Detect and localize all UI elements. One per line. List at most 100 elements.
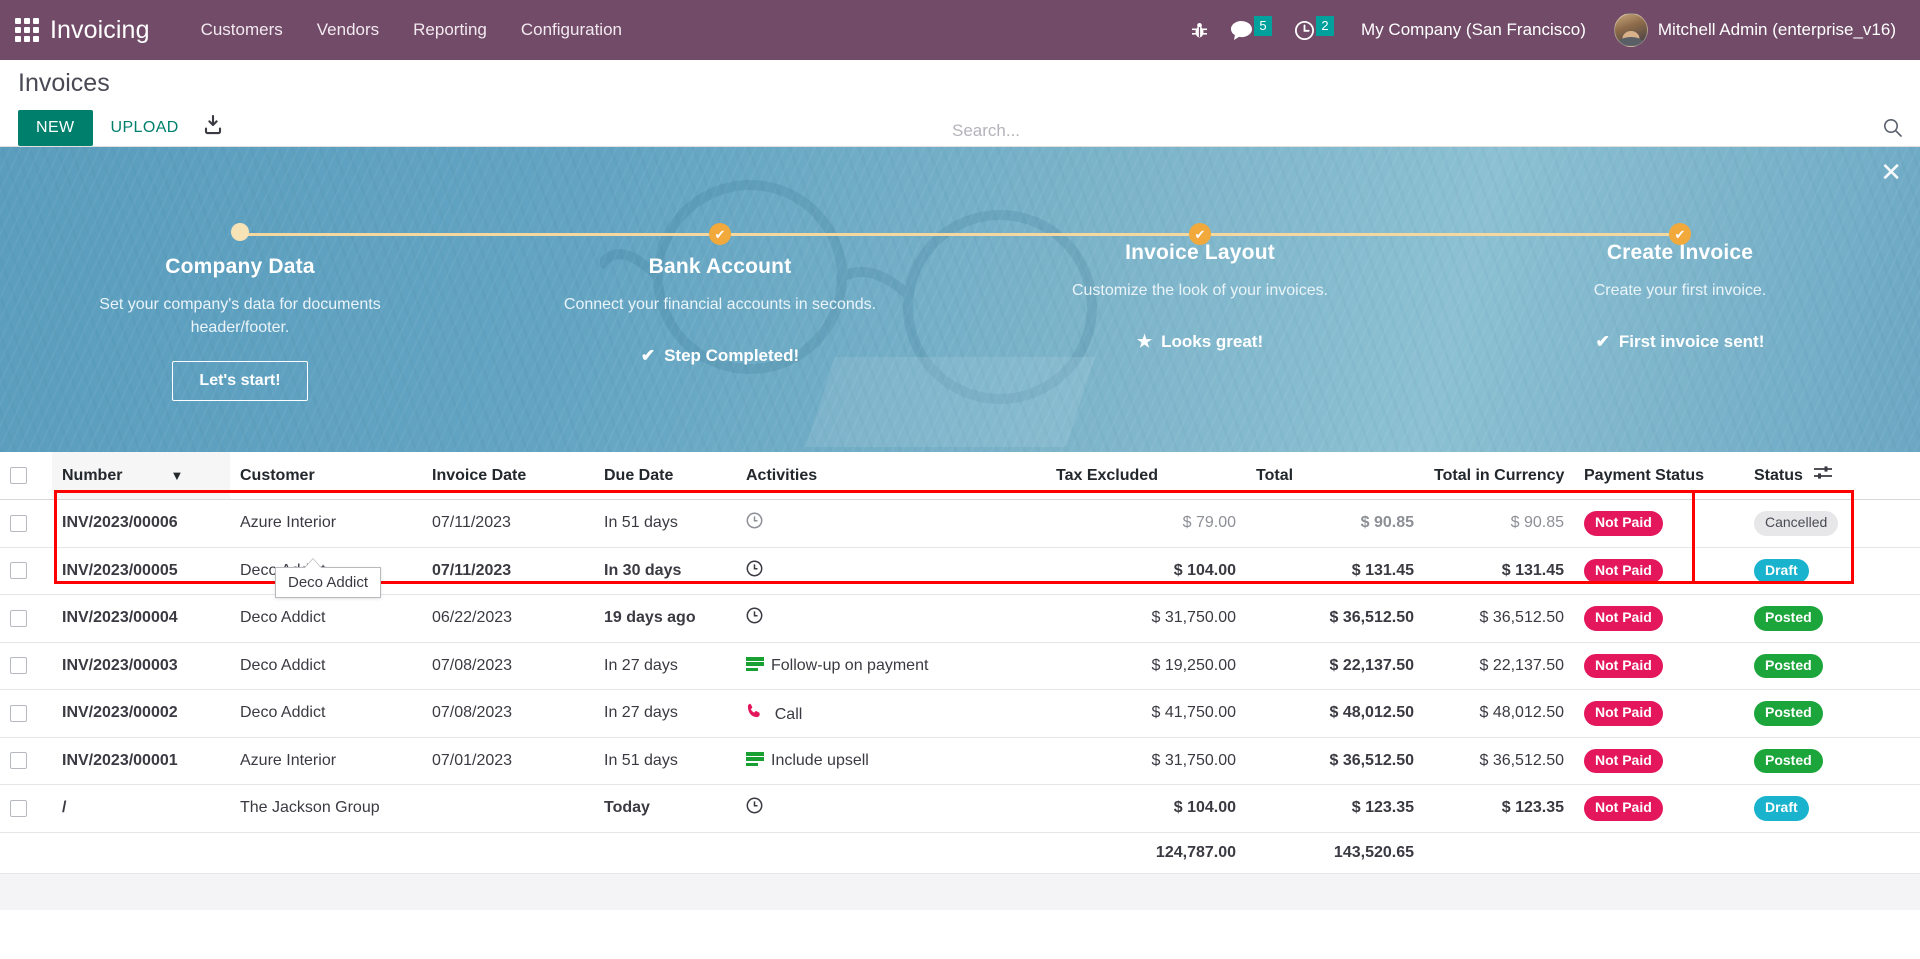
cell-customer: Deco Addict [230, 689, 422, 738]
step-status-label: Looks great! [1161, 332, 1264, 352]
bug-icon[interactable] [1182, 0, 1217, 60]
cell-activities[interactable]: Follow-up on payment [736, 642, 1046, 690]
user-menu[interactable]: Mitchell Admin (enterprise_v16) [1604, 13, 1902, 47]
cell-total-in-currency: $ 36,512.50 [1424, 594, 1574, 643]
list-green-icon[interactable] [746, 751, 764, 767]
column-header-total-in-currency[interactable]: Total in Currency [1424, 452, 1574, 500]
close-icon[interactable]: ✕ [1880, 157, 1902, 187]
nav-menu-reporting[interactable]: Reporting [413, 20, 487, 39]
cell-invoice-date: 07/08/2023 [422, 689, 594, 738]
row-checkbox[interactable] [10, 799, 27, 817]
column-header-total[interactable]: Total [1246, 452, 1424, 500]
new-button[interactable]: NEW [18, 110, 93, 146]
onboarding-step-create-invoice[interactable]: Create Invoice Create your first invoice… [1440, 147, 1920, 452]
column-settings-icon[interactable] [1814, 465, 1832, 485]
cell-due-date: In 51 days [594, 499, 736, 548]
cell-activities[interactable]: Include upsell [736, 737, 1046, 785]
search-bar [952, 118, 1902, 150]
page-title: Invoices [18, 69, 110, 97]
clock-icon[interactable] [746, 512, 763, 533]
onboarding-step-bank-account[interactable]: Bank Account Connect your financial acco… [480, 147, 960, 452]
activity-label: Include upsell [771, 751, 869, 769]
onboarding-step-invoice-layout[interactable]: Invoice Layout Customize the look of you… [960, 147, 1440, 452]
cell-due-date: Today [594, 784, 736, 833]
table-row[interactable]: INV/2023/00001 Azure Interior 07/01/2023… [0, 737, 1920, 785]
nav-menu-customers[interactable]: Customers [200, 20, 283, 39]
lets-start-button[interactable]: Let's start! [172, 361, 308, 402]
cell-number: INV/2023/00003 [52, 642, 230, 690]
activities-button[interactable]: 2 [1285, 0, 1343, 60]
app-brand-invoicing[interactable]: Invoicing [50, 15, 150, 44]
progress-line [1440, 233, 1680, 236]
cell-invoice-date: 07/01/2023 [422, 737, 594, 785]
list-green-icon[interactable] [746, 656, 764, 672]
step-description: Customize the look of your invoices. [1071, 282, 1329, 299]
download-icon[interactable] [197, 114, 229, 141]
column-header-due-date[interactable]: Due Date [594, 452, 736, 500]
select-all-checkbox[interactable] [10, 466, 27, 484]
nav-menu-vendors[interactable]: Vendors [316, 20, 380, 39]
column-header-status[interactable]: Status [1744, 452, 1804, 500]
messages-button[interactable]: 5 [1221, 0, 1281, 60]
row-checkbox[interactable] [10, 562, 27, 580]
cell-activities[interactable] [736, 499, 1046, 548]
cell-total: $ 48,012.50 [1246, 689, 1424, 738]
onboarding-step-company-data[interactable]: Company Data Set your company's data for… [0, 147, 480, 452]
step-status: ✔ Step Completed! [641, 346, 799, 366]
column-label: Number [62, 466, 123, 484]
apps-grid-icon[interactable] [10, 13, 44, 47]
cell-activities[interactable] [736, 784, 1046, 833]
cell-invoice-date: 07/11/2023 [422, 547, 594, 595]
column-header-customer[interactable]: Customer [230, 452, 422, 500]
column-settings-header [1804, 452, 1920, 500]
cell-total-in-currency: $ 22,137.50 [1424, 642, 1574, 690]
table-row[interactable]: INV/2023/00006 Azure Interior 07/11/2023… [0, 499, 1920, 548]
row-checkbox[interactable] [10, 657, 27, 675]
chat-bubble-icon [1231, 20, 1253, 40]
footer-spacer [422, 832, 594, 874]
table-row[interactable]: INV/2023/00004 Deco Addict 06/22/2023 19… [0, 594, 1920, 643]
cell-due-date: In 30 days [594, 547, 736, 595]
cell-activities[interactable]: Call [736, 689, 1046, 738]
cell-activities[interactable] [736, 547, 1046, 595]
row-checkbox[interactable] [10, 704, 27, 722]
column-header-payment-status[interactable]: Payment Status [1574, 452, 1744, 500]
clock-icon[interactable] [746, 797, 763, 818]
column-header-activities[interactable]: Activities [736, 452, 1046, 500]
nav-menu-configuration[interactable]: Configuration [520, 20, 622, 39]
step-title: Bank Account [648, 255, 792, 278]
upload-button[interactable]: UPLOAD [107, 110, 183, 146]
column-header-invoice-date[interactable]: Invoice Date [422, 452, 594, 500]
row-checkbox[interactable] [10, 609, 27, 627]
phone-icon[interactable] [746, 703, 768, 723]
table-row[interactable]: / The Jackson Group Today $ 104.00 $ 123… [0, 784, 1920, 833]
step-dot-done [1669, 223, 1691, 245]
row-select [0, 499, 52, 548]
invoice-table: Number ▼ Customer Invoice Date Due Date … [0, 452, 1920, 874]
cell-tax-excluded: $ 104.00 [1046, 547, 1246, 595]
search-input[interactable] [952, 120, 1875, 141]
row-checkbox[interactable] [10, 514, 27, 532]
cell-invoice-date: 07/11/2023 [422, 499, 594, 548]
column-header-number[interactable]: Number ▼ [52, 452, 230, 500]
status-badge: Not Paid [1584, 748, 1663, 773]
company-switcher[interactable]: My Company (San Francisco) [1361, 20, 1586, 39]
table-row[interactable]: INV/2023/00003 Deco Addict 07/08/2023 In… [0, 642, 1920, 690]
cell-due-date: 19 days ago [594, 594, 736, 643]
cell-activities[interactable] [736, 594, 1046, 643]
row-checkbox[interactable] [10, 752, 27, 770]
row-select [0, 689, 52, 738]
cell-number: / [52, 784, 230, 833]
step-status-label: Step Completed! [664, 346, 800, 366]
table-row[interactable]: INV/2023/00002 Deco Addict 07/08/2023 In… [0, 689, 1920, 738]
column-header-tax-excluded[interactable]: Tax Excluded [1046, 452, 1246, 500]
table-row[interactable]: INV/2023/00005 Deco Addict 07/11/2023 In… [0, 547, 1920, 595]
search-icon[interactable] [1875, 118, 1902, 143]
clock-icon[interactable] [746, 607, 763, 628]
cell-tax-excluded: $ 31,750.00 [1046, 737, 1246, 785]
status-badge: Draft [1754, 796, 1809, 821]
avatar [1613, 13, 1648, 47]
step-action: ✔ Step Completed! [480, 346, 960, 366]
clock-icon[interactable] [746, 560, 763, 581]
cell-status: Posted [1744, 689, 1823, 738]
